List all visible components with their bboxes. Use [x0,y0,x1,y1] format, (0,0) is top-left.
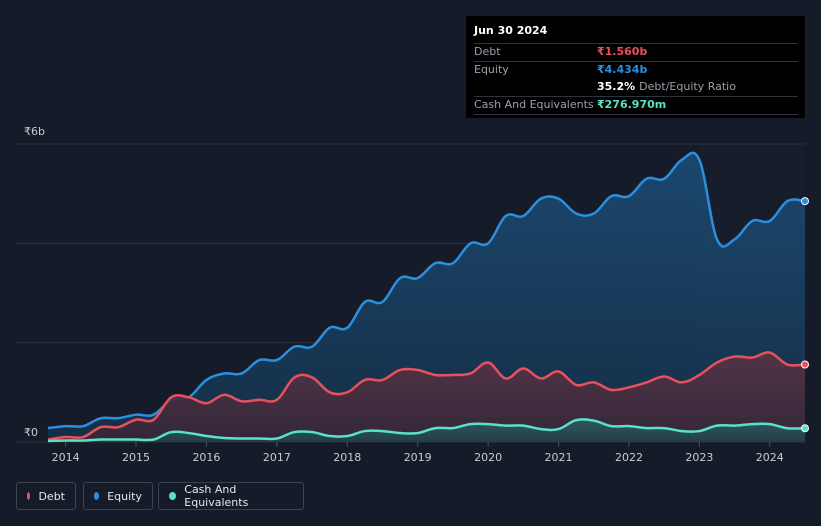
x-tick-label: 2022 [615,451,643,464]
tooltip-ratio-label: Debt/Equity Ratio [639,80,736,93]
x-tick-label: 2021 [545,451,573,464]
legend-debt[interactable]: Debt [16,482,76,510]
legend-debt-dot [27,492,31,500]
x-tick-label: 2024 [756,451,784,464]
series-line-cash [47,418,806,443]
tooltip-debt-label: Debt [474,45,501,58]
series-area-debt [48,352,805,442]
x-tick-label: 2017 [263,451,291,464]
tooltip-debt-row: Debt ₹1.560b [474,43,798,61]
tooltip-ratio-row: 35.2% Debt/Equity Ratio [474,79,798,96]
tooltip-debt-value: ₹1.560b [597,45,648,58]
series-line-debt [47,351,806,441]
tooltip-ratio-value: 35.2% [597,80,636,93]
legend-cash[interactable]: Cash And Equivalents [158,482,304,510]
series-end-marker-equity [801,197,809,206]
x-tick-label: 2015 [122,451,150,464]
tooltip-cash-row: Cash And Equivalents ₹276.970m [474,96,798,115]
y-tick-label: ₹6b [24,125,45,138]
x-tick-label: 2019 [404,451,432,464]
legend-equity[interactable]: Equity [83,482,153,510]
series-area-equity [48,152,805,442]
series-end-marker-cash [801,424,809,433]
tooltip-equity-row: Equity ₹4.434b [474,61,798,79]
tooltip-equity-value: ₹4.434b [597,63,648,76]
legend-cash-label: Cash And Equivalents [184,483,249,509]
tooltip-cash-label: Cash And Equivalents [474,98,594,111]
tooltip-date: Jun 30 2024 [474,24,548,37]
y-tick-label: ₹0 [24,426,38,439]
x-tick-label: 2023 [685,451,713,464]
tooltip-panel: Jun 30 2024 Debt ₹1.560b Equity ₹4.434b … [466,16,805,118]
legend-equity-dot [94,492,100,500]
x-tick-label: 2014 [52,451,80,464]
legend-cash-dot [169,492,177,500]
tooltip-equity-label: Equity [474,63,509,76]
tooltip-cash-value: ₹276.970m [597,98,667,111]
x-tick-label: 2018 [333,451,361,464]
x-tick-label: 2020 [474,451,502,464]
x-tick-label: 2016 [192,451,220,464]
series-end-marker-debt [801,360,809,369]
legend-equity-label: Equity [107,489,142,503]
legend-debt-label: Debt [38,489,65,503]
